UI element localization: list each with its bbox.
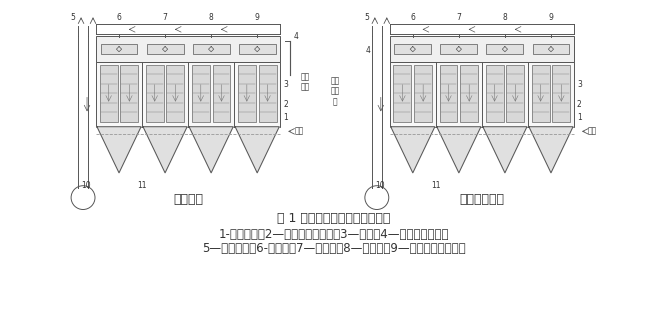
- Bar: [440, 65, 458, 121]
- Polygon shape: [143, 127, 187, 173]
- Bar: [96, 36, 280, 62]
- Bar: [390, 62, 574, 127]
- Text: 5—反吹风管；6-净气阀；7—净气管；8—反吹鄀；9—过滤状态的袋室；: 5—反吹风管；6-净气阀；7—净气管；8—反吹鄀；9—过滤状态的袋室；: [202, 242, 466, 255]
- Bar: [213, 65, 231, 121]
- Polygon shape: [529, 127, 573, 173]
- Bar: [167, 65, 185, 121]
- Bar: [147, 44, 183, 54]
- Text: 10: 10: [375, 181, 385, 190]
- Text: 6: 6: [116, 13, 122, 22]
- Polygon shape: [391, 127, 435, 173]
- Bar: [394, 44, 432, 54]
- Bar: [259, 65, 276, 121]
- Text: 尘气: 尘气: [294, 127, 304, 136]
- Bar: [506, 65, 524, 121]
- Text: 1: 1: [283, 113, 288, 121]
- Text: 6: 6: [410, 13, 415, 22]
- Text: 8: 8: [502, 13, 507, 22]
- Text: 11: 11: [137, 181, 147, 190]
- Polygon shape: [189, 127, 233, 173]
- Text: 3: 3: [577, 80, 582, 89]
- Text: 7: 7: [163, 13, 167, 22]
- Bar: [414, 65, 432, 121]
- Bar: [486, 65, 504, 121]
- Text: 4: 4: [365, 46, 371, 55]
- Bar: [100, 44, 137, 54]
- Bar: [533, 44, 569, 54]
- Bar: [393, 65, 411, 121]
- Bar: [553, 65, 570, 121]
- Bar: [532, 65, 550, 121]
- Text: 7: 7: [456, 13, 462, 22]
- Text: 3: 3: [283, 80, 288, 89]
- Polygon shape: [97, 127, 141, 173]
- Text: 1: 1: [577, 113, 582, 121]
- Text: 1-尘气管道；2—清灰状态的袋室；3—滤袋；4—反吹风吸入口；: 1-尘气管道；2—清灰状态的袋室；3—滤袋；4—反吹风吸入口；: [219, 228, 450, 241]
- Polygon shape: [437, 127, 481, 173]
- Text: 清灰
气流: 清灰 气流: [300, 72, 309, 91]
- Bar: [239, 44, 276, 54]
- Bar: [100, 65, 118, 121]
- Text: 8: 8: [209, 13, 213, 22]
- Text: 大气反吹: 大气反吹: [173, 193, 203, 206]
- Polygon shape: [235, 127, 279, 173]
- Polygon shape: [483, 127, 527, 173]
- Text: 11: 11: [431, 181, 441, 190]
- Bar: [238, 65, 256, 121]
- Text: 9: 9: [255, 13, 260, 22]
- Bar: [193, 44, 229, 54]
- Text: 通过
循环
气: 通过 循环 气: [330, 76, 340, 106]
- Text: 2: 2: [577, 100, 582, 109]
- Bar: [486, 44, 523, 54]
- Bar: [146, 65, 164, 121]
- Text: 9: 9: [549, 13, 553, 22]
- Text: 气体循环反吹: 气体循环反吹: [460, 193, 504, 206]
- Text: 图 1 负压式反吹袋式除尘器结构: 图 1 负压式反吹袋式除尘器结构: [278, 212, 391, 225]
- Text: 2: 2: [283, 100, 288, 109]
- Bar: [192, 65, 210, 121]
- Bar: [120, 65, 138, 121]
- Text: 10: 10: [81, 181, 91, 190]
- Text: 5: 5: [365, 13, 369, 22]
- Bar: [440, 44, 477, 54]
- Bar: [96, 62, 280, 127]
- Text: 5: 5: [70, 13, 76, 22]
- Text: 尘气: 尘气: [588, 127, 597, 136]
- Bar: [390, 36, 574, 62]
- Text: 4: 4: [293, 31, 298, 41]
- Bar: [460, 65, 478, 121]
